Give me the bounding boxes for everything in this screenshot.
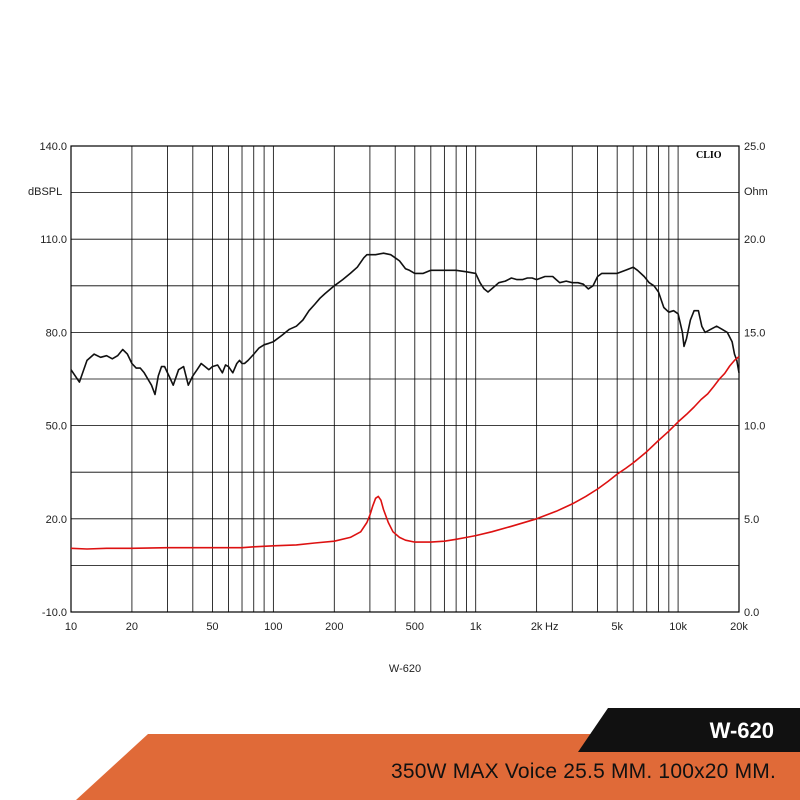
y-left-tick-label: -10.0 bbox=[42, 607, 67, 619]
y-left-tick-label: 20.0 bbox=[46, 514, 67, 526]
y-left-tick-label: 110.0 bbox=[40, 234, 67, 246]
y-left-tick-label: 80.0 bbox=[46, 327, 67, 339]
y-right-tick-label: 0.0 bbox=[744, 607, 759, 619]
x-tick-label: 50 bbox=[206, 621, 218, 633]
x-tick-label: 5k bbox=[611, 621, 623, 633]
clio-brand-label: CLIO bbox=[696, 150, 722, 161]
x-tick-label: 20k bbox=[730, 621, 748, 633]
chart-caption: W-620 bbox=[389, 663, 421, 675]
x-tick-label: 10k bbox=[669, 621, 687, 633]
spl-curve bbox=[70, 252, 740, 396]
y-right-unit-label: Ohm bbox=[744, 186, 768, 198]
x-unit-label: Hz bbox=[545, 621, 558, 633]
y-left-unit-label: dBSPL bbox=[28, 186, 62, 198]
x-tick-label: 10 bbox=[65, 621, 77, 633]
tick-labels: 10 20 50 100 200 500 1k 2k 5k 10k 20k 140.0 110.0 80.… bbox=[39, 141, 765, 633]
y-left-tick-label: 50.0 bbox=[46, 421, 67, 433]
x-tick-label: 100 bbox=[264, 621, 282, 633]
model-name: W-620 bbox=[709, 718, 774, 743]
x-tick-label: 1k bbox=[470, 621, 482, 633]
impedance-curve bbox=[70, 355, 740, 550]
x-tick-label: 2k bbox=[531, 621, 543, 633]
y-right-tick-label: 20.0 bbox=[744, 234, 765, 246]
spec-text: 350W MAX Voice 25.5 MM. 100x20 MM. bbox=[391, 760, 776, 783]
black-model-tab bbox=[578, 708, 800, 752]
x-tick-label: 200 bbox=[325, 621, 343, 633]
x-tick-label: 500 bbox=[406, 621, 424, 633]
y-left-tick-label: 140.0 bbox=[39, 141, 67, 153]
series-layer bbox=[70, 252, 740, 550]
x-tick-label: 20 bbox=[126, 621, 138, 633]
chart-grid bbox=[70, 145, 740, 613]
y-right-tick-label: 25.0 bbox=[744, 141, 765, 153]
y-right-tick-label: 10.0 bbox=[744, 421, 765, 433]
y-right-tick-label: 5.0 bbox=[744, 514, 759, 526]
y-right-tick-label: 15.0 bbox=[744, 327, 765, 339]
